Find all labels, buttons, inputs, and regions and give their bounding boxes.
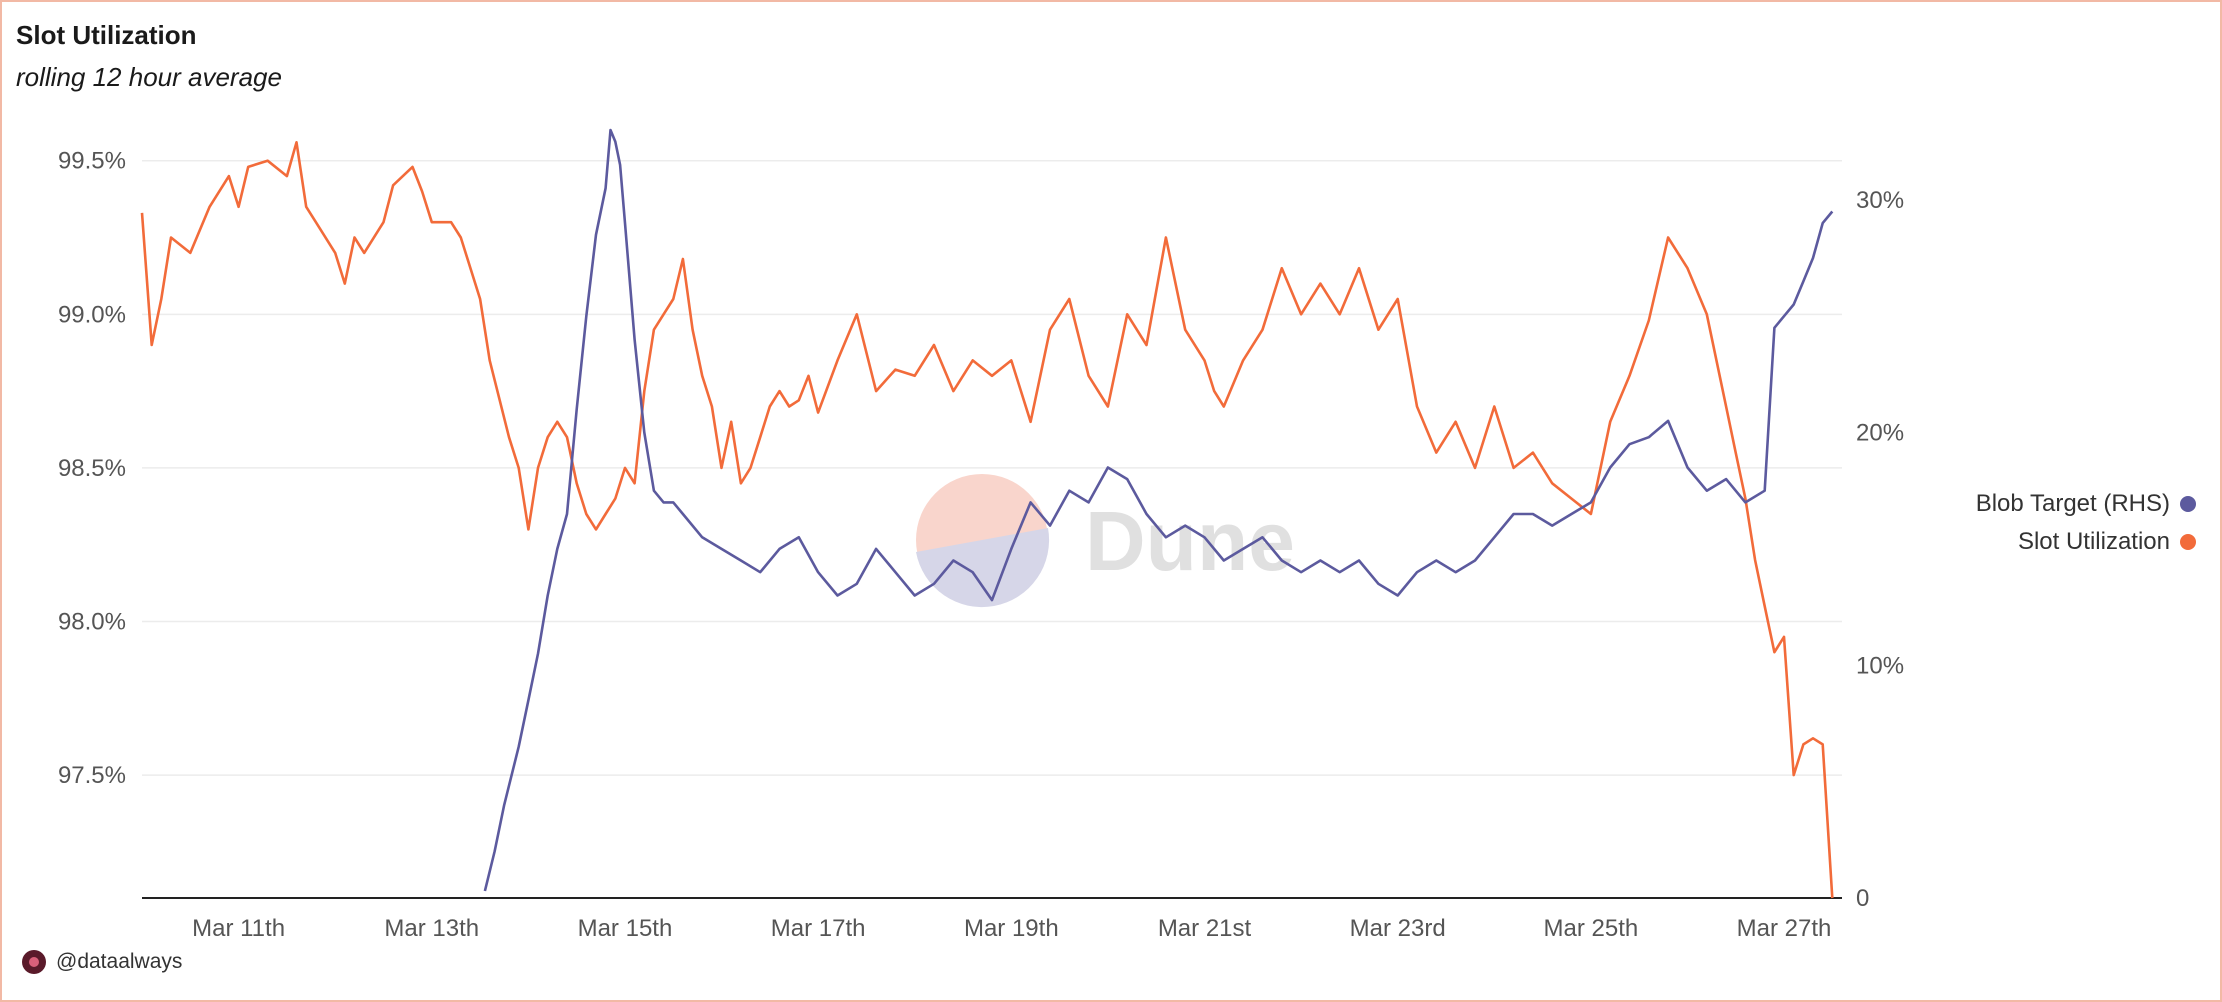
x-tick-label: Mar 21st [1158,915,1252,942]
y-right-tick-label: 30% [1856,187,1904,214]
legend-label-slot-utilization: Slot Utilization [2017,528,2170,555]
series-line-blob-target-rhs [483,128,1834,892]
y-left-tick-label: 99.5% [58,148,126,175]
x-tick-label: Mar 15th [578,915,673,942]
legend-dot-blob-target [2180,496,2196,512]
footer-attribution[interactable]: @dataalways [22,950,182,974]
y-right-tick-label: 20% [1856,420,1904,447]
y-left-tick-label: 99.0% [58,301,126,328]
author-handle: @dataalways [56,950,183,973]
watermark-text: Dune [1085,494,1295,588]
watermark-logo-lower [916,528,1050,608]
chart-subtitle: rolling 12 hour average [16,62,282,92]
legend-label-blob-target: Blob Target (RHS) [1975,490,2170,517]
legend-item-slot-utilization[interactable]: Slot Utilization [1976,523,2196,561]
y-right-tick-label: 10% [1856,652,1904,679]
x-tick-label: Mar 27th [1737,915,1832,942]
x-tick-label: Mar 19th [964,915,1059,942]
chart-title: Slot Utilization [16,20,197,50]
y-left-tick-label: 98.5% [58,455,126,482]
x-tick-label: Mar 23rd [1350,915,1446,942]
x-tick-label: Mar 11th [192,915,285,942]
legend-dot-slot-utilization [2180,534,2196,550]
x-tick-label: Mar 13th [384,915,479,942]
y-left-tick-label: 98.0% [58,609,126,636]
x-tick-label: Mar 25th [1544,915,1639,942]
legend-item-blob-target[interactable]: Blob Target (RHS) [1976,485,2196,523]
series-line-slot-utilization [140,141,1834,899]
x-tick-label: Mar 17th [771,915,866,942]
y-left-tick-label: 97.5% [58,762,126,789]
y-right-tick-label: 0 [1856,885,1869,912]
legend: Blob Target (RHS) Slot Utilization [1976,485,2196,561]
avatar [22,950,46,974]
